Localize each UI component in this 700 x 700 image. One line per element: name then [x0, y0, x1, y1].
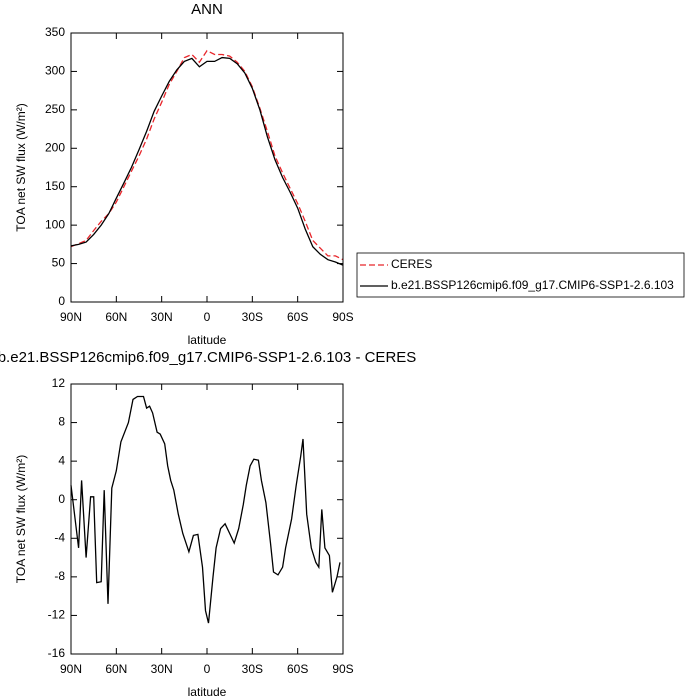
x-tick-label: 90S [332, 662, 353, 676]
plot-frame [70, 32, 344, 303]
x-tick-label: 30N [151, 310, 173, 324]
y-tick-label: 0 [58, 492, 65, 506]
x-tick-label: 30N [151, 662, 173, 676]
y-axis-label: TOA net SW flux (W/m²) [14, 103, 28, 231]
chart-title: ANN [191, 1, 223, 18]
y-tick-label: 8 [58, 415, 65, 429]
data-line [70, 49, 344, 261]
data-line [70, 56, 344, 266]
legend-label: b.e21.BSSP126cmip6.f09_g17.CMIP6-SSP1-2.… [391, 278, 674, 292]
chart-title: b.e21.BSSP126cmip6.f09_g17.CMIP6-SSP1-2.… [0, 349, 416, 366]
x-axis-label: latitude [188, 333, 227, 347]
y-tick-label: 50 [52, 256, 66, 270]
y-tick-label: -8 [54, 569, 65, 583]
x-tick-label: 30S [242, 310, 263, 324]
x-tick-label: 0 [204, 310, 211, 324]
x-tick-label: 30S [242, 662, 263, 676]
y-tick-label: 350 [45, 25, 65, 39]
legend-label: CERES [391, 257, 432, 271]
x-tick-label: 60N [105, 310, 127, 324]
x-axis-label: latitude [188, 685, 227, 699]
x-tick-label: 90N [60, 310, 82, 324]
y-tick-label: 12 [52, 376, 66, 390]
y-tick-label: -4 [54, 530, 65, 544]
y-tick-label: 0 [58, 294, 65, 308]
x-tick-label: 0 [204, 662, 211, 676]
plot-frame [70, 383, 344, 655]
x-tick-label: 60N [105, 662, 127, 676]
legend-box [356, 252, 685, 298]
x-tick-label: 90N [60, 662, 82, 676]
y-tick-label: 4 [58, 453, 65, 467]
x-tick-label: 90S [332, 310, 353, 324]
y-tick-label: 150 [45, 179, 65, 193]
x-tick-label: 60S [287, 310, 308, 324]
y-axis-label: TOA net SW flux (W/m²) [14, 455, 28, 583]
x-tick-label: 60S [287, 662, 308, 676]
y-tick-label: -16 [48, 646, 66, 660]
y-tick-label: 100 [45, 217, 65, 231]
y-tick-label: 200 [45, 140, 65, 154]
y-tick-label: -12 [48, 608, 66, 622]
y-tick-label: 250 [45, 102, 65, 116]
data-line [70, 395, 341, 624]
y-tick-label: 300 [45, 64, 65, 78]
